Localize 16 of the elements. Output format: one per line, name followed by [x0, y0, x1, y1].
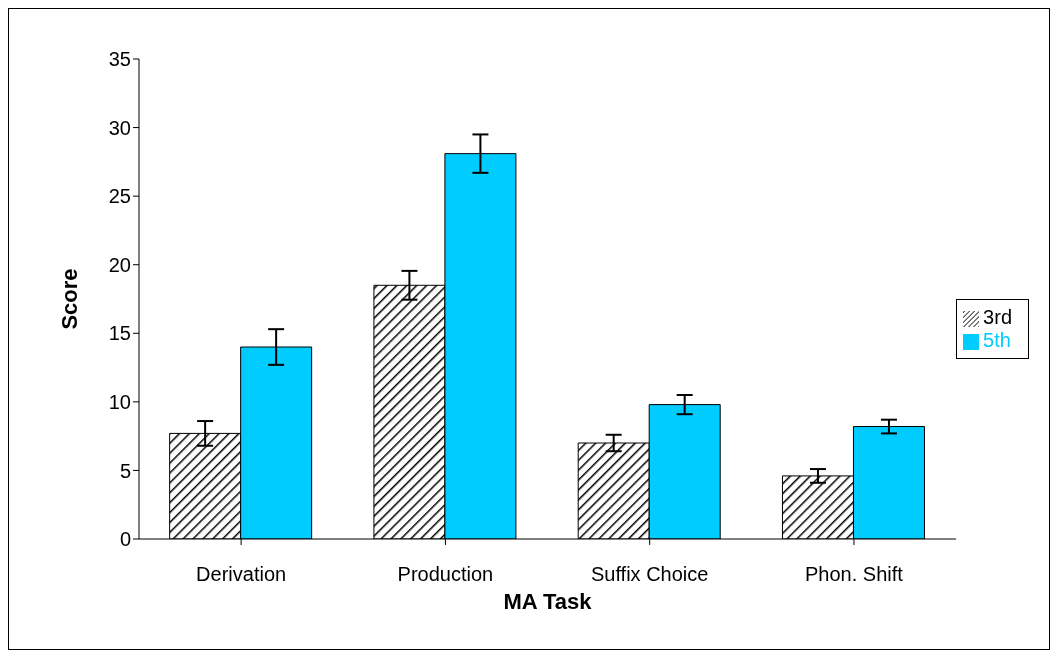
- y-tick-label: 20: [108, 253, 131, 276]
- y-axis-title: Score: [56, 268, 82, 330]
- y-tick-label: 30: [108, 116, 131, 139]
- y-tick-label: 35: [108, 48, 131, 71]
- y-tick-label: 25: [108, 185, 131, 208]
- x-tick-label: Suffix Choice: [590, 563, 709, 586]
- y-tick-label: 0: [119, 528, 131, 551]
- y-tick-label: 15: [108, 322, 131, 345]
- y-tick-label: 10: [108, 390, 131, 413]
- legend-label: 5th: [983, 329, 1011, 351]
- x-tick-label: Production: [397, 563, 494, 586]
- x-axis-title: MA Task: [503, 589, 593, 614]
- legend-label: 3rd: [983, 306, 1012, 328]
- y-tick-label: 5: [119, 459, 131, 482]
- x-tick-label: Phon. Shift: [805, 563, 904, 586]
- x-tick-label: Derivation: [196, 563, 287, 586]
